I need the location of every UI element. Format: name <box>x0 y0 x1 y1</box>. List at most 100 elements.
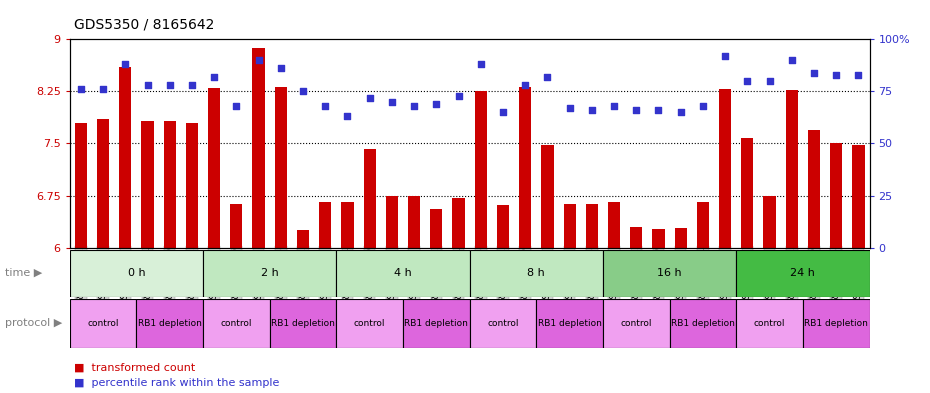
Bar <box>141 121 153 248</box>
Point <box>73 86 88 92</box>
Point <box>562 105 577 111</box>
Bar <box>674 228 687 248</box>
Bar <box>341 202 353 248</box>
Point <box>251 57 266 63</box>
Text: RB1 depletion: RB1 depletion <box>271 319 335 328</box>
Bar <box>97 119 109 248</box>
Bar <box>541 145 553 248</box>
Text: 2 h: 2 h <box>260 268 279 278</box>
Bar <box>586 204 598 248</box>
Point <box>162 82 177 88</box>
Bar <box>474 92 487 248</box>
Bar <box>519 86 531 248</box>
Point <box>829 72 844 78</box>
Bar <box>252 48 265 248</box>
Point <box>318 103 333 109</box>
Text: RB1 depletion: RB1 depletion <box>671 319 735 328</box>
Bar <box>364 149 376 248</box>
Bar <box>497 204 509 248</box>
Text: GDS5350 / 8165642: GDS5350 / 8165642 <box>74 17 215 31</box>
Bar <box>631 227 643 248</box>
Point <box>762 78 777 84</box>
Text: protocol ▶: protocol ▶ <box>5 318 62 328</box>
Point <box>206 73 221 80</box>
Bar <box>830 143 843 248</box>
Point <box>629 107 644 113</box>
Text: 16 h: 16 h <box>658 268 682 278</box>
Point <box>518 82 533 88</box>
Bar <box>852 145 865 248</box>
Bar <box>274 86 287 248</box>
Bar <box>231 204 243 248</box>
Point <box>362 94 377 101</box>
Bar <box>186 123 198 248</box>
Point <box>651 107 666 113</box>
Bar <box>452 198 465 248</box>
Point <box>140 82 155 88</box>
Bar <box>741 138 753 248</box>
Text: 24 h: 24 h <box>790 268 816 278</box>
Bar <box>408 196 420 248</box>
Text: control: control <box>487 319 519 328</box>
Point <box>406 103 421 109</box>
Text: RB1 depletion: RB1 depletion <box>405 319 469 328</box>
Point <box>806 70 821 76</box>
Text: control: control <box>754 319 785 328</box>
Text: control: control <box>354 319 385 328</box>
Point <box>740 78 755 84</box>
Bar <box>70 250 203 297</box>
Point <box>718 53 733 59</box>
Point <box>296 88 311 94</box>
Bar <box>164 121 176 248</box>
Bar <box>74 123 87 248</box>
Text: ■  transformed count: ■ transformed count <box>74 362 195 373</box>
Bar <box>337 250 470 297</box>
Bar <box>203 250 337 297</box>
Text: 8 h: 8 h <box>527 268 545 278</box>
Bar <box>470 250 603 297</box>
Point <box>784 57 799 63</box>
Bar <box>608 202 620 248</box>
Bar <box>697 202 709 248</box>
Text: time ▶: time ▶ <box>5 268 42 278</box>
Bar <box>337 299 403 348</box>
Point <box>229 103 244 109</box>
Point <box>273 65 288 72</box>
Bar <box>652 229 665 248</box>
Point <box>384 99 399 105</box>
Text: RB1 depletion: RB1 depletion <box>538 319 602 328</box>
Point <box>118 61 133 68</box>
Bar <box>670 299 737 348</box>
Bar <box>764 196 776 248</box>
Text: control: control <box>220 319 252 328</box>
Text: RB1 depletion: RB1 depletion <box>804 319 869 328</box>
Bar <box>786 90 798 248</box>
Bar <box>737 250 870 297</box>
Point <box>96 86 111 92</box>
Bar <box>803 299 870 348</box>
Bar <box>203 299 270 348</box>
Bar <box>603 250 737 297</box>
Bar <box>719 89 731 248</box>
Bar <box>603 299 670 348</box>
Point <box>429 101 444 107</box>
Point <box>451 92 466 99</box>
Bar <box>319 202 331 248</box>
Bar <box>119 67 131 248</box>
Bar <box>403 299 470 348</box>
Point <box>851 72 866 78</box>
Point <box>496 109 511 116</box>
Point <box>673 109 688 116</box>
Text: 4 h: 4 h <box>394 268 412 278</box>
Bar <box>208 88 220 248</box>
Bar <box>70 299 137 348</box>
Point <box>473 61 488 68</box>
Text: control: control <box>87 319 119 328</box>
Bar <box>737 299 803 348</box>
Bar <box>537 299 603 348</box>
Point <box>340 113 355 119</box>
Text: RB1 depletion: RB1 depletion <box>138 319 202 328</box>
Text: ■  percentile rank within the sample: ■ percentile rank within the sample <box>74 378 280 388</box>
Point <box>184 82 199 88</box>
Bar <box>270 299 337 348</box>
